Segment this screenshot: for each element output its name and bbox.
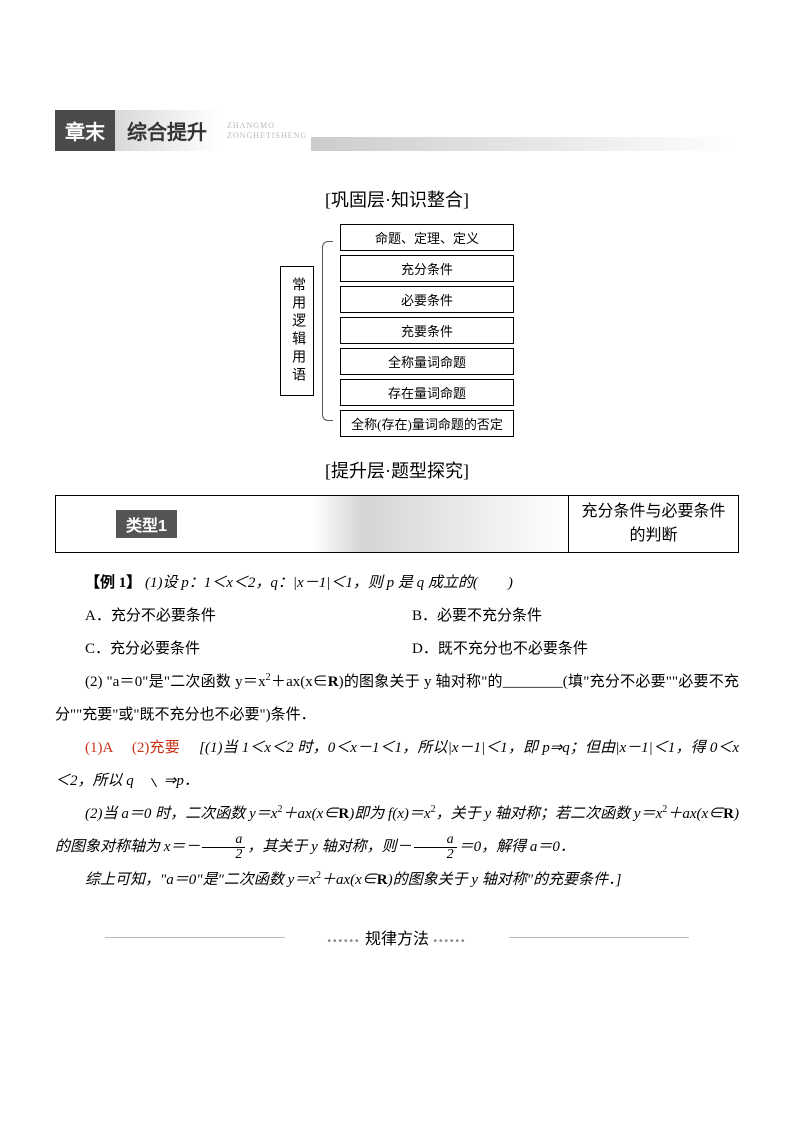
example-1-q1: 【例 1】 (1)设 p：1＜x＜2，q：|x－1|＜1，则 p 是 q 成立的… bbox=[55, 567, 739, 600]
type-bar-right: 充分条件与必要条件的判断 bbox=[568, 496, 738, 552]
e2b: ＋ax(x∈ bbox=[282, 806, 338, 822]
concept-item: 全称量词命题 bbox=[340, 348, 514, 375]
fraction: a2 bbox=[414, 833, 457, 862]
e3b: ＋ax(x∈ bbox=[321, 872, 377, 888]
concept-item: 命题、定理、定义 bbox=[340, 224, 514, 251]
type-bar: 类型1 充分条件与必要条件的判断 bbox=[55, 495, 739, 553]
pinyin-2: ZONGHETISHENG bbox=[227, 131, 307, 141]
e2a: (2)当 a＝0 时，二次函数 y＝x bbox=[85, 806, 277, 822]
frac-den: 2 bbox=[414, 848, 457, 862]
answer-2: (2)充要 bbox=[132, 740, 180, 756]
type-label: 类型1 bbox=[116, 510, 177, 538]
set-R: R bbox=[338, 806, 349, 822]
concept-items: 命题、定理、定义 充分条件 必要条件 充要条件 全称量词命题 存在量词命题 全称… bbox=[340, 224, 514, 437]
concept-item: 全称(存在)量词命题的否定 bbox=[340, 410, 514, 437]
set-R: R bbox=[328, 674, 339, 690]
option-b: B．必要不充分条件 bbox=[412, 600, 739, 633]
q2-pre: (2) "a＝0"是"二次函数 y＝x bbox=[85, 674, 266, 690]
concept-root: 常用逻辑用语 bbox=[280, 266, 314, 396]
divider-line-left bbox=[105, 937, 285, 938]
frac-den: 2 bbox=[202, 848, 245, 862]
expl1-post: p． bbox=[176, 773, 199, 789]
e2e: ＋ax(x∈ bbox=[667, 806, 723, 822]
options: A．充分不必要条件 B．必要不充分条件 C．充分必要条件 D．既不充分也不必要条… bbox=[55, 600, 739, 666]
e2c: )即为 f(x)＝x bbox=[349, 806, 430, 822]
not-implies-icon: ⇒ bbox=[134, 765, 177, 798]
option-d: D．既不充分也不必要条件 bbox=[412, 633, 739, 666]
answer-block-2: (2)当 a＝0 时，二次函数 y＝x2＋ax(x∈R)即为 f(x)＝x2，关… bbox=[55, 798, 739, 864]
concept-map: 常用逻辑用语 命题、定理、定义 充分条件 必要条件 充要条件 全称量词命题 存在… bbox=[55, 224, 739, 437]
chapter-banner: 章末 综合提升 ZHANGMO ZONGHETISHENG bbox=[55, 110, 739, 151]
q2-mid: ＋ax(x∈ bbox=[271, 674, 328, 690]
answer-1: (1)A bbox=[85, 740, 113, 756]
rule-method-label: •••••• 规律方法 •••••• bbox=[314, 925, 481, 949]
type-bar-left: 类型1 bbox=[56, 496, 568, 552]
concept-bracket bbox=[318, 241, 336, 421]
concept-item: 存在量词命题 bbox=[340, 379, 514, 406]
fraction: a2 bbox=[202, 833, 245, 862]
guilv-text: 规律方法 bbox=[365, 931, 429, 948]
e3a: 综上可知，"a＝0"是"二次函数 y＝x bbox=[85, 872, 316, 888]
e2d: ，关于 y 轴对称；若二次函数 y＝x bbox=[436, 806, 663, 822]
dots-icon: •••••• bbox=[328, 936, 361, 947]
frac-num: a bbox=[414, 833, 457, 848]
q1-text: (1)设 p：1＜x＜2，q：|x－1|＜1，则 p 是 q 成立的( ) bbox=[145, 575, 513, 591]
divider-line-right bbox=[509, 937, 689, 938]
example-header: 【例 1】 bbox=[85, 575, 141, 591]
example-1-q2: (2) "a＝0"是"二次函数 y＝x2＋ax(x∈R)的图象关于 y 轴对称"… bbox=[55, 666, 739, 732]
e2h: ＝0，解得 a＝0． bbox=[459, 839, 575, 855]
set-R: R bbox=[723, 806, 734, 822]
rule-method-divider: •••••• 规律方法 •••••• bbox=[55, 925, 739, 949]
answer-block-3: 综上可知，"a＝0"是"二次函数 y＝x2＋ax(x∈R)的图象关于 y 轴对称… bbox=[55, 864, 739, 897]
pinyin-1: ZHANGMO bbox=[227, 121, 307, 131]
set-R: R bbox=[377, 872, 388, 888]
banner-fade bbox=[311, 137, 739, 151]
banner-dark: 章末 bbox=[55, 110, 115, 151]
banner-pinyin: ZHANGMO ZONGHETISHENG bbox=[227, 121, 307, 140]
e2g: ，其关于 y 轴对称，则－ bbox=[247, 839, 411, 855]
option-a: A．充分不必要条件 bbox=[85, 600, 412, 633]
banner-light: 综合提升 bbox=[115, 110, 219, 151]
section-title-1: [巩固层·知识整合] bbox=[55, 186, 739, 212]
frac-num: a bbox=[202, 833, 245, 848]
e3c: )的图象关于 y 轴对称"的充要条件．] bbox=[388, 872, 622, 888]
concept-item: 必要条件 bbox=[340, 286, 514, 313]
concept-item: 充分条件 bbox=[340, 255, 514, 282]
dots-icon: •••••• bbox=[433, 936, 466, 947]
concept-item: 充要条件 bbox=[340, 317, 514, 344]
option-c: C．充分必要条件 bbox=[85, 633, 412, 666]
section-title-2: [提升层·题型探究] bbox=[55, 457, 739, 483]
answer-block-1: (1)A (2)充要 [(1)当 1＜x＜2 时，0＜x－1＜1，所以|x－1|… bbox=[55, 732, 739, 798]
